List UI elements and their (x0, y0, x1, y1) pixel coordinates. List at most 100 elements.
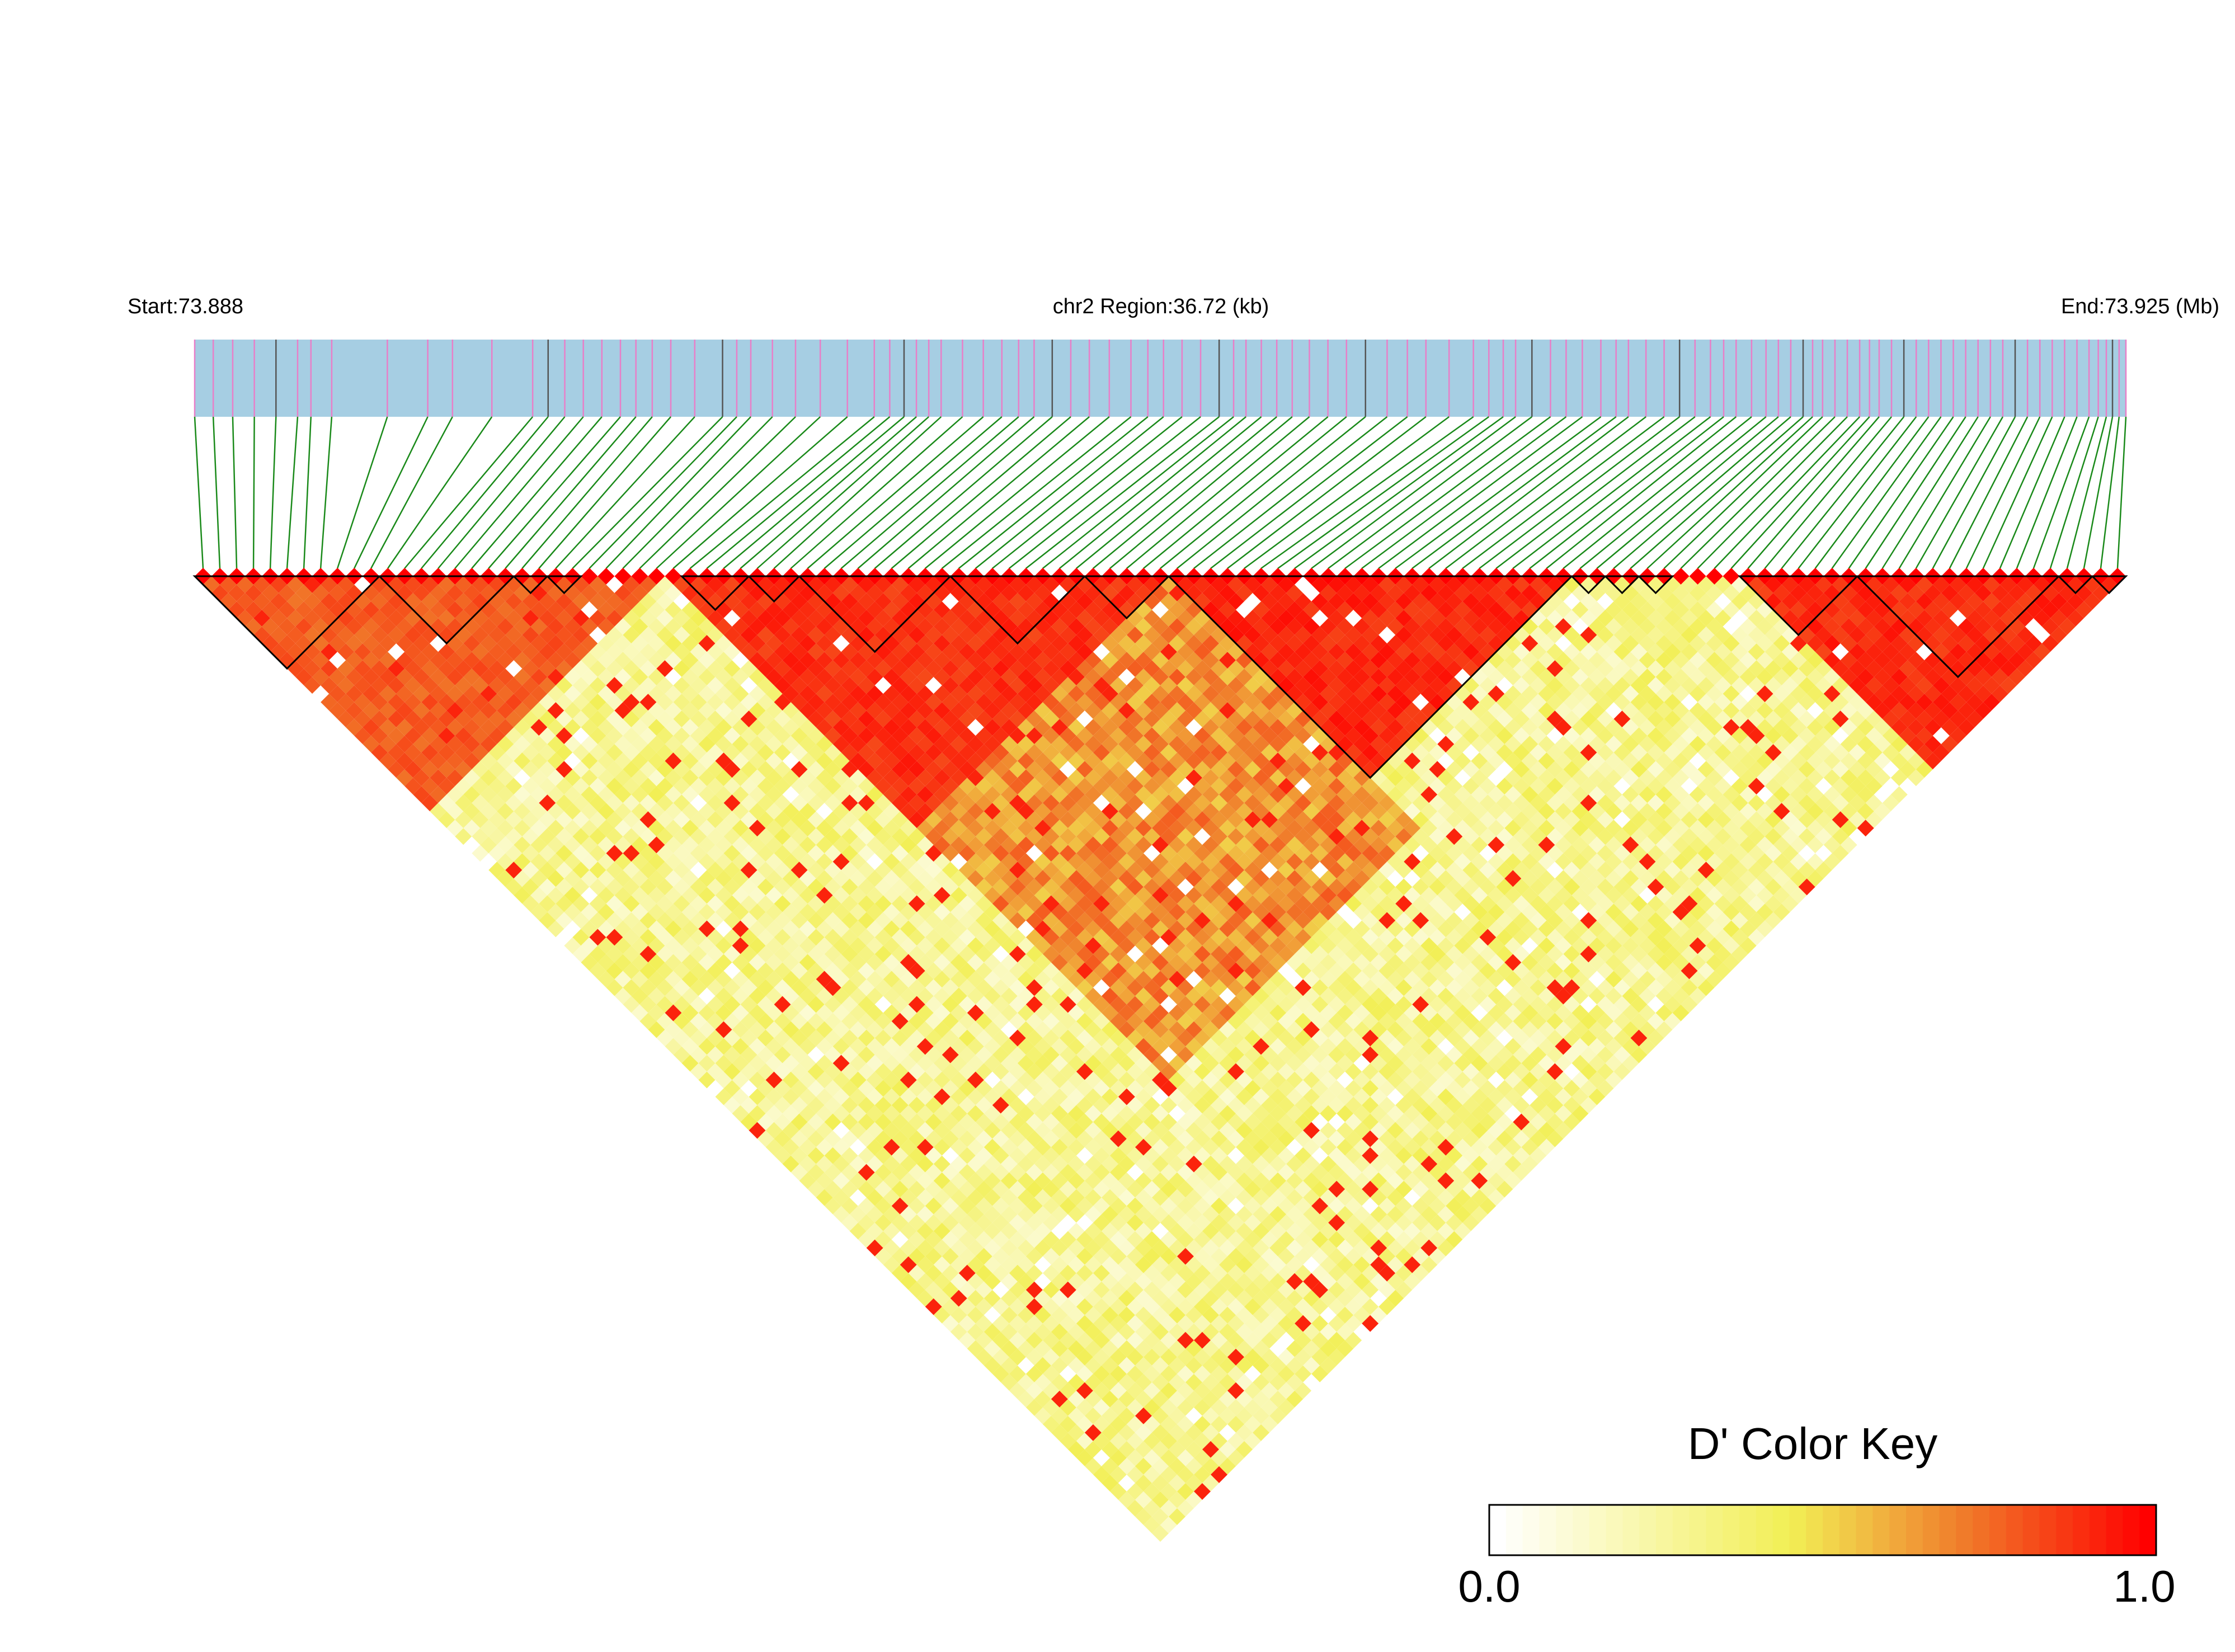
ld-cell (707, 778, 724, 795)
ld-cell (1076, 1264, 1093, 1282)
ld-cell (589, 895, 606, 912)
ld-cell (958, 1080, 976, 1097)
ld-cell (866, 987, 883, 1005)
ld-cell (463, 836, 481, 854)
ld-cell (1076, 1231, 1093, 1248)
ld-cell (925, 1281, 942, 1298)
ld-cell (874, 1164, 892, 1181)
ld-cell (597, 769, 615, 787)
ld-cell (1135, 1222, 1152, 1240)
ld-cell (1051, 1172, 1068, 1189)
ld-cell (707, 794, 724, 812)
ld-cell (1177, 1298, 1194, 1315)
ld-cell (874, 1214, 892, 1231)
ld-cell (967, 1289, 984, 1307)
ld-cell (874, 996, 892, 1013)
ld-cell (1109, 1281, 1127, 1298)
ld-cell (1244, 1399, 1262, 1416)
ld-cell (816, 1172, 833, 1189)
ld-cell (547, 669, 564, 686)
ld-cell (480, 752, 497, 770)
ld-cell (992, 1214, 1009, 1231)
ld-cell (480, 820, 497, 837)
ld-cell (715, 1071, 732, 1089)
ld-cell (723, 996, 741, 1013)
ld-cell (707, 862, 724, 879)
ld-cell (1269, 1340, 1287, 1357)
snp-connector (1630, 416, 1804, 569)
ld-cell (858, 929, 875, 946)
ld-cell (967, 1323, 984, 1340)
ld-cell (388, 710, 405, 728)
ld-cell (656, 828, 674, 845)
ld-cell (1017, 1323, 1034, 1340)
ld-cell (363, 601, 380, 619)
ld-cell (1025, 1096, 1043, 1114)
ld-cell (841, 1063, 858, 1080)
ld-cell (1269, 1407, 1287, 1424)
ld-cell (556, 778, 573, 795)
ld-cell (1135, 1289, 1152, 1307)
ld-cell (681, 887, 699, 904)
ld-cell (245, 601, 262, 619)
ld-cell (270, 576, 288, 594)
ld-cell (950, 1105, 967, 1122)
ld-cell (765, 1138, 783, 1156)
snp-connector (706, 416, 891, 569)
ld-cell (514, 752, 531, 770)
ld-cell (874, 1130, 892, 1147)
ld-cell (396, 635, 413, 652)
ld-cell (1067, 1340, 1085, 1357)
ld-cell (1034, 1138, 1051, 1156)
ld-cell (782, 1088, 799, 1105)
ld-cell (816, 1122, 833, 1139)
snp-connector (1344, 416, 1551, 570)
ld-cell (832, 954, 850, 971)
ld-cell (723, 862, 741, 879)
ld-cell (1076, 1399, 1093, 1416)
ld-cell (556, 929, 573, 946)
ld-cell (564, 853, 581, 870)
ld-cell (673, 794, 690, 812)
ld-cell (723, 778, 741, 795)
ld-cell (690, 895, 707, 912)
ld-cell (606, 677, 623, 694)
ld-cell (1160, 1399, 1178, 1416)
ld-cell (631, 820, 648, 837)
ld-cell (480, 853, 497, 870)
ld-cell (858, 1147, 875, 1164)
ld-cell (1017, 1273, 1034, 1290)
ld-cell (942, 1063, 959, 1080)
ld-cell (933, 1239, 951, 1256)
ld-cell (723, 1080, 741, 1097)
ld-cell (967, 1172, 984, 1189)
ld-cell (933, 1071, 951, 1089)
ld-cell (665, 887, 682, 904)
ld-cell (807, 1096, 825, 1114)
ld-cell (866, 1172, 883, 1189)
ld-cell (975, 1147, 992, 1164)
ld-cell (329, 669, 346, 686)
region-title: chr2 Region:36.72 (kb) (1052, 295, 1269, 318)
ld-cell (304, 610, 321, 627)
ld-cell (1135, 1239, 1152, 1256)
ld-cell (597, 752, 615, 770)
ld-cell (958, 1231, 976, 1248)
ld-cell (975, 1096, 992, 1114)
ld-cell (1160, 1415, 1178, 1433)
ld-cell (1135, 1323, 1152, 1340)
ld-cell (1042, 1399, 1060, 1416)
ld-cell (740, 845, 757, 862)
ld-cell (1067, 1239, 1085, 1256)
ld-cell (1278, 1399, 1295, 1416)
ld-cell (992, 1197, 1009, 1215)
ld-cell (564, 786, 581, 803)
ld-cell (698, 920, 716, 938)
ld-cell (799, 920, 816, 938)
ld-cell (984, 1071, 1001, 1089)
snp-connector (1714, 416, 1861, 569)
ld-cell (463, 769, 481, 787)
ld-cell (472, 845, 489, 862)
ld-cell (992, 1147, 1009, 1164)
ld-cell (656, 761, 674, 778)
